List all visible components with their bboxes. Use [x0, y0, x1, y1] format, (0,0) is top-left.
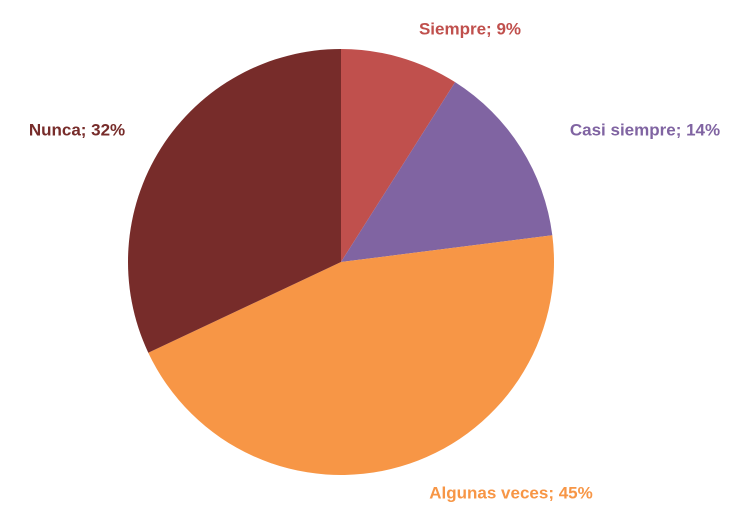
data-label: Casi siempre; 14% — [570, 120, 720, 139]
pie-slice — [341, 49, 456, 262]
data-label: Siempre; 9% — [419, 19, 521, 38]
data-label: Algunas veces; 45% — [429, 483, 592, 502]
pie-slice — [341, 82, 553, 263]
pie-slice — [127, 49, 341, 353]
data-label: Nunca; 32% — [29, 120, 125, 139]
pie-slice — [148, 235, 554, 476]
